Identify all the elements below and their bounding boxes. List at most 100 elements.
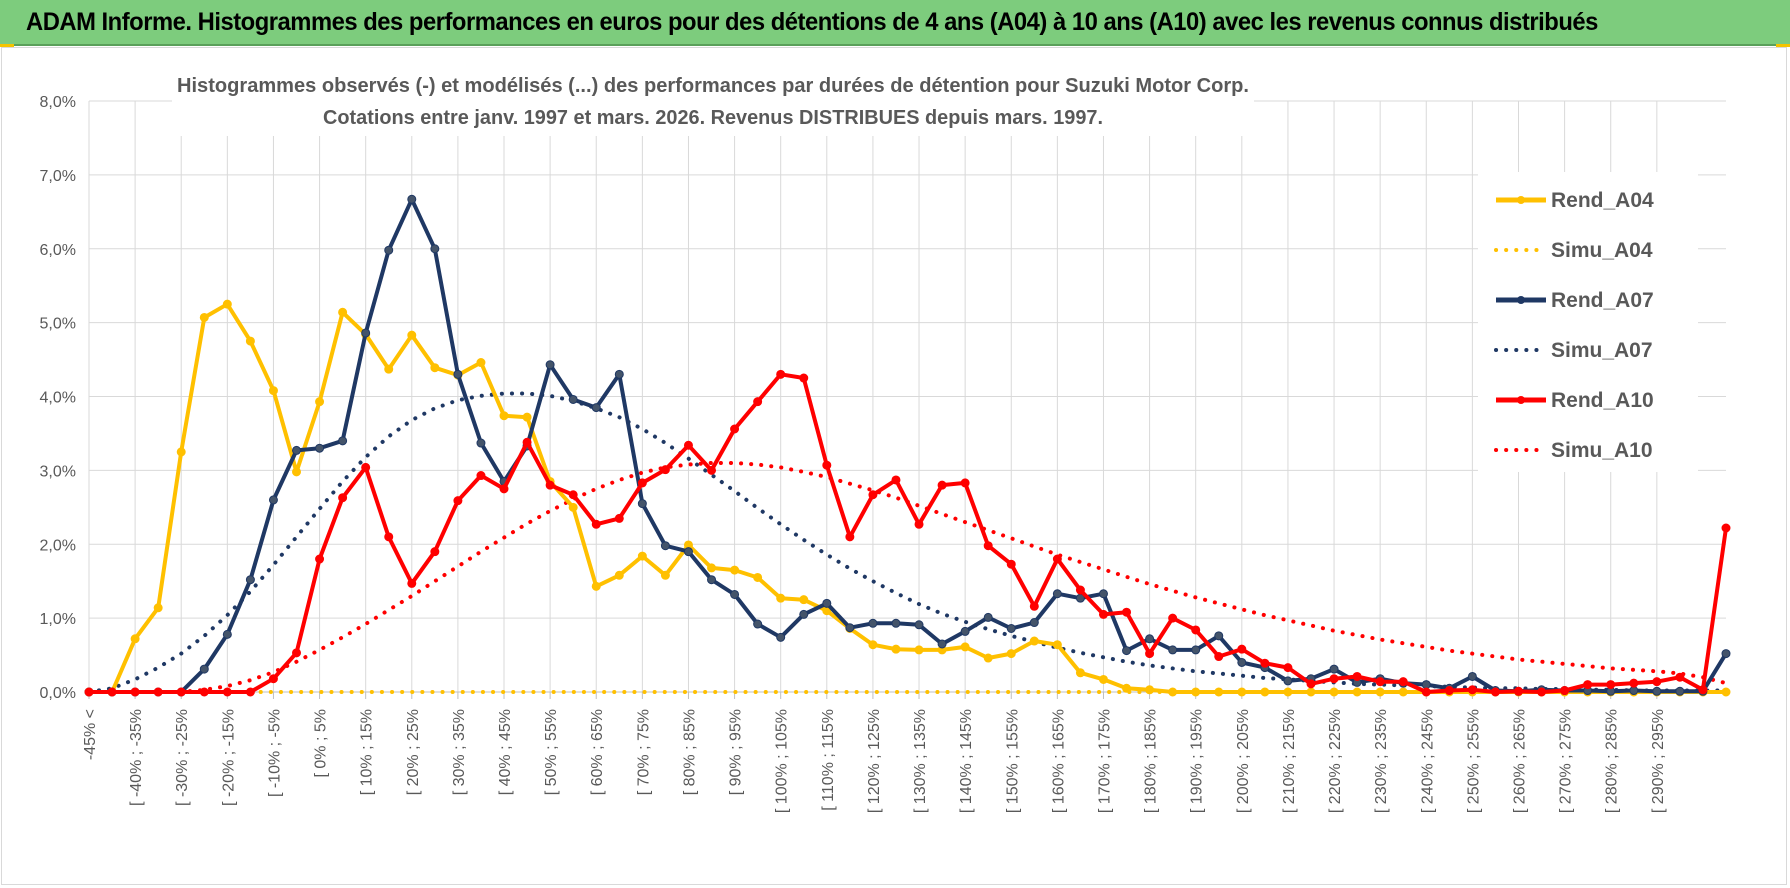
data-point xyxy=(245,336,255,346)
data-point xyxy=(1191,687,1201,697)
data-point xyxy=(153,603,163,613)
plot-area xyxy=(84,194,1731,697)
data-point xyxy=(868,618,878,628)
data-point xyxy=(407,578,417,588)
banner-corner-right xyxy=(1776,44,1790,47)
legend-label: Rend_A10 xyxy=(1551,389,1654,412)
data-point xyxy=(753,619,763,629)
x-tick-label: [ -10% ; -5% xyxy=(266,709,283,797)
data-point xyxy=(1652,686,1662,696)
series-Rend_A07 xyxy=(84,194,1731,697)
data-point xyxy=(476,438,486,448)
x-tick-label: [ 150% ; 155% xyxy=(1004,709,1021,813)
data-point xyxy=(1306,679,1316,689)
chart-title-background xyxy=(172,64,1254,136)
data-point xyxy=(822,598,832,608)
data-point xyxy=(476,471,486,481)
data-point xyxy=(430,244,440,254)
y-tick-label: 0,0% xyxy=(40,685,76,702)
data-point xyxy=(637,499,647,509)
data-point xyxy=(453,496,463,506)
data-point xyxy=(1145,685,1155,695)
data-point xyxy=(430,547,440,557)
x-tick-label: [ 220% ; 225% xyxy=(1327,709,1344,813)
data-point xyxy=(1675,672,1685,682)
data-point xyxy=(1029,601,1039,611)
data-point xyxy=(914,645,924,655)
x-tick-label: [ -20% ; -15% xyxy=(220,709,237,806)
x-tick-label: [ 270% ; 275% xyxy=(1558,709,1575,813)
legend-marker xyxy=(1517,296,1525,304)
data-point xyxy=(222,687,232,697)
data-point xyxy=(315,443,325,453)
data-point xyxy=(1583,680,1593,690)
legend-label: Simu_A07 xyxy=(1551,339,1653,362)
legend-item-Simu_A10: Simu_A10 xyxy=(1494,439,1653,462)
data-point xyxy=(1237,687,1247,697)
data-point xyxy=(384,245,394,255)
data-point xyxy=(1490,687,1500,697)
data-point xyxy=(960,642,970,652)
x-tick-label: [ -40% ; -35% xyxy=(128,709,145,806)
data-point xyxy=(960,626,970,636)
y-tick-label: 7,0% xyxy=(40,168,76,185)
data-point xyxy=(776,369,786,379)
data-point xyxy=(983,541,993,551)
x-tick-label: [ 0% ; 5% xyxy=(313,709,330,777)
data-point xyxy=(1652,677,1662,687)
data-point xyxy=(891,618,901,628)
data-point xyxy=(1398,687,1408,697)
data-point xyxy=(707,563,717,573)
data-point xyxy=(1283,676,1293,686)
x-tick-label: [ 240% ; 245% xyxy=(1419,709,1436,813)
data-point xyxy=(1467,685,1477,695)
data-point xyxy=(1260,658,1270,668)
data-point xyxy=(1560,686,1570,696)
data-point xyxy=(1075,585,1085,595)
data-point xyxy=(983,653,993,663)
data-point xyxy=(1721,687,1731,697)
data-point xyxy=(1375,677,1385,687)
legend-background xyxy=(1478,172,1698,472)
data-point xyxy=(730,565,740,575)
x-tick-label: [ 50% ; 55% xyxy=(543,709,560,795)
data-point xyxy=(1191,645,1201,655)
x-tick-label: [ -30% ; -25% xyxy=(174,709,191,806)
data-point xyxy=(937,480,947,490)
data-point xyxy=(522,412,532,422)
x-tick-label: [ 80% ; 85% xyxy=(681,709,698,795)
data-point xyxy=(245,687,255,697)
data-point xyxy=(1421,680,1431,690)
data-point xyxy=(1329,664,1339,674)
data-point xyxy=(522,437,532,447)
x-tick-label: [ 90% ; 95% xyxy=(728,709,745,795)
legend: Rend_A04 Simu_A04 Rend_A07 Simu_A07 Rend_A10… xyxy=(1494,189,1654,462)
legend-item-Rend_A07: Rend_A07 xyxy=(1496,289,1654,312)
x-tick-label: [ 10% ; 15% xyxy=(359,709,376,795)
data-point xyxy=(268,495,278,505)
y-tick-label: 8,0% xyxy=(40,94,76,111)
data-point xyxy=(222,629,232,639)
data-point xyxy=(1098,674,1108,684)
data-point xyxy=(1168,687,1178,697)
data-point xyxy=(361,462,371,472)
x-tick-label: [ 180% ; 185% xyxy=(1143,709,1160,813)
data-point xyxy=(1698,685,1708,695)
data-point xyxy=(707,575,717,585)
data-point xyxy=(1145,649,1155,659)
data-point xyxy=(338,307,348,317)
legend-label: Rend_A07 xyxy=(1551,289,1654,312)
data-point xyxy=(1052,640,1062,650)
banner-title: ADAM Informe. Histogrammes des performan… xyxy=(26,8,1598,36)
x-tick-label: [ 20% ; 25% xyxy=(405,709,422,795)
legend-marker xyxy=(1517,396,1525,404)
data-point xyxy=(568,394,578,404)
data-point xyxy=(499,411,509,421)
x-tick-label: [ 140% ; 145% xyxy=(958,709,975,813)
x-tick-label: [ 170% ; 175% xyxy=(1096,709,1113,813)
x-tick-label: [ 120% ; 125% xyxy=(866,709,883,813)
legend-item-Rend_A04: Rend_A04 xyxy=(1496,189,1654,212)
data-point xyxy=(1513,686,1523,696)
data-point xyxy=(245,575,255,585)
x-tick-label: [ 190% ; 195% xyxy=(1189,709,1206,813)
